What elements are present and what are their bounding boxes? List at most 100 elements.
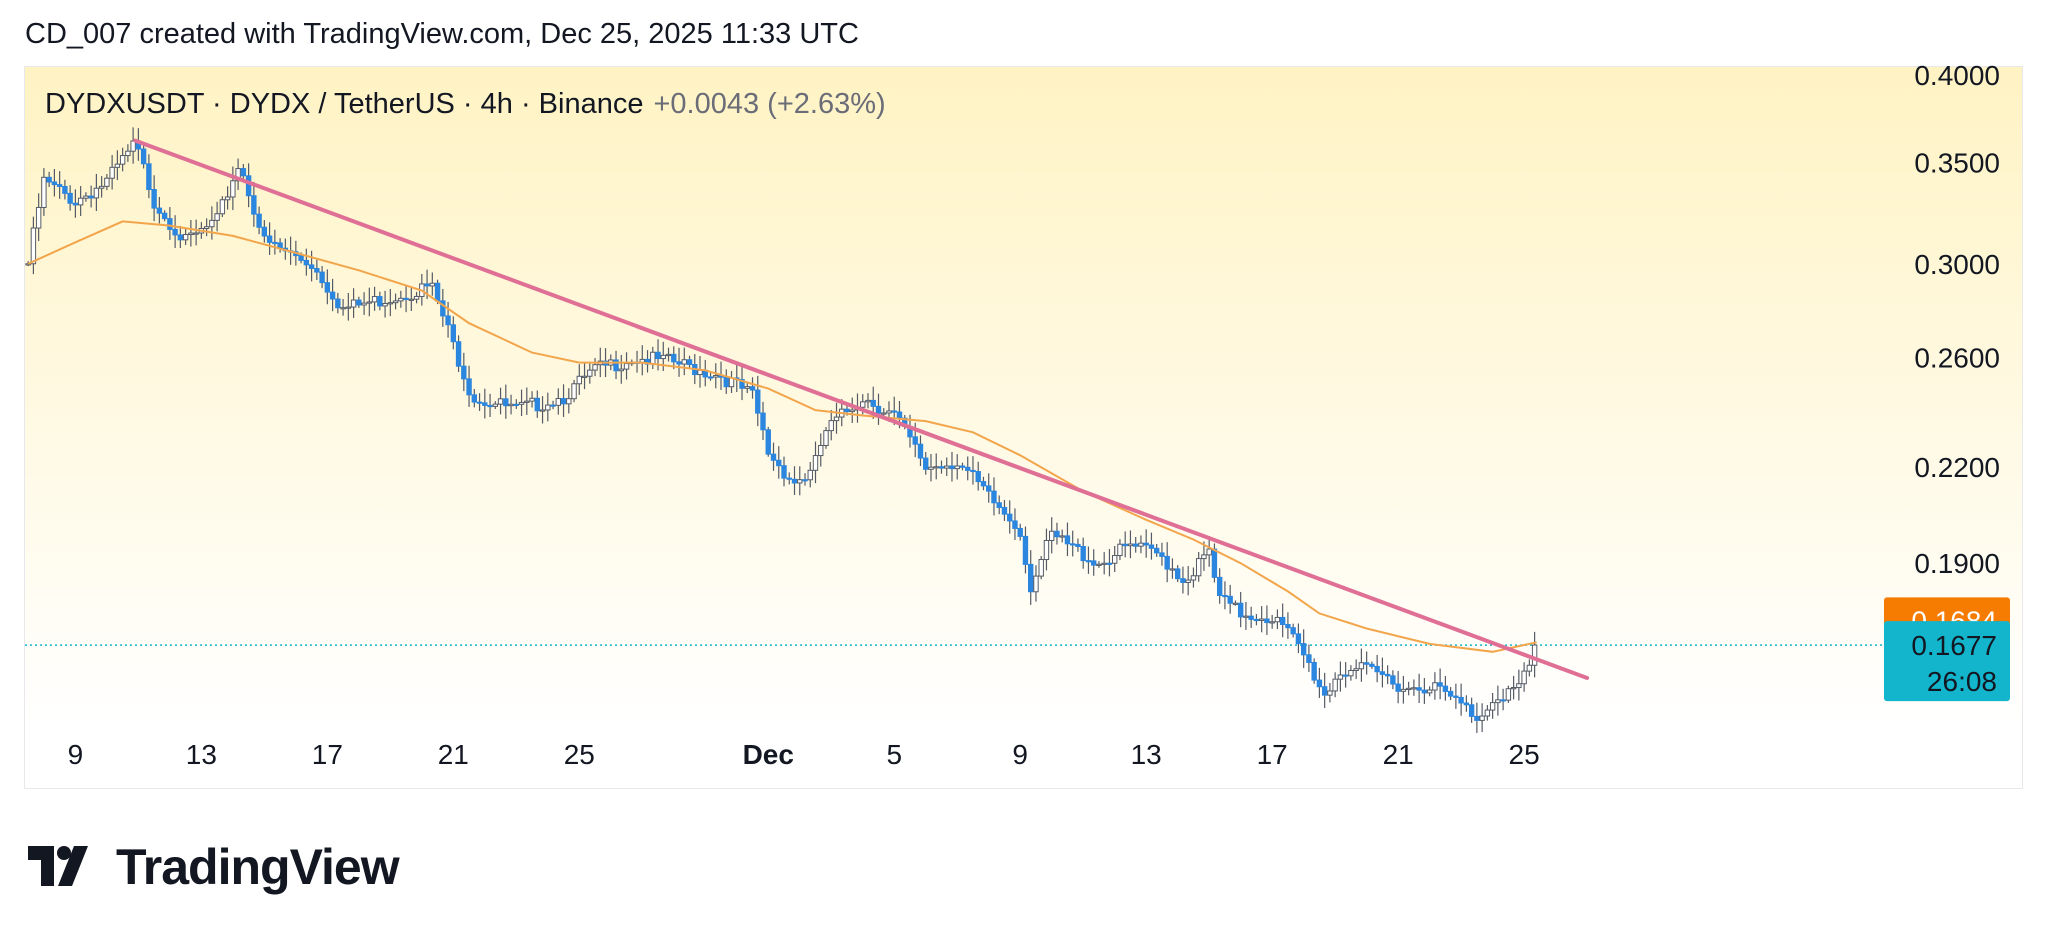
candle-body (461, 365, 467, 380)
candle-body (996, 502, 1002, 508)
time-tick-label: Dec (743, 739, 794, 770)
candle-body (35, 206, 42, 229)
price-tick-label: 0.2200 (1914, 452, 2000, 483)
candle-body (245, 175, 252, 197)
candle-body (1049, 530, 1055, 541)
candle-body (1484, 709, 1491, 717)
candle-body (938, 466, 945, 469)
candle-body (1253, 618, 1260, 622)
time-tick-label: 13 (1131, 739, 1162, 770)
candle-body (1306, 654, 1312, 663)
last-price-badge (1884, 621, 2010, 702)
price-tick-label: 0.3500 (1914, 148, 2000, 179)
candle-body (923, 457, 929, 470)
candle-body (1164, 555, 1170, 570)
time-tick-label: 21 (438, 739, 469, 770)
time-tick-label: 9 (68, 739, 84, 770)
candle-body (671, 353, 677, 363)
candle-body (1106, 562, 1113, 565)
candle-body (1395, 683, 1401, 692)
candle-body (1337, 674, 1344, 680)
candle-body (949, 465, 955, 470)
candle-body (1474, 715, 1480, 721)
candle-body (1059, 535, 1065, 538)
candle-body (471, 394, 478, 403)
candle-body (303, 259, 310, 266)
candle-body (891, 410, 897, 413)
candle-body (676, 361, 682, 365)
candle-body (1169, 568, 1176, 571)
symbol-label: DYDXUSDT · DYDX / TetherUS · 4h · Binanc… (45, 88, 644, 120)
candle-body (1453, 695, 1459, 698)
candle-body (587, 369, 593, 377)
candle-body (1426, 689, 1433, 694)
candle-body (109, 166, 115, 179)
candle-body (272, 241, 278, 245)
candle-body (959, 465, 966, 468)
candle-body (1316, 679, 1323, 688)
candle-body (440, 300, 446, 317)
candle-body (613, 359, 619, 372)
candle-body (781, 465, 787, 479)
candle-body (1132, 543, 1139, 547)
candle-body (550, 404, 556, 407)
chart-caption: CD_007 created with TradingView.com, Dec… (25, 18, 859, 50)
candle-body (1390, 675, 1396, 685)
candle-body (1458, 696, 1464, 704)
candle-body (1269, 621, 1275, 624)
candle-body (492, 403, 499, 407)
candle-body (1043, 539, 1050, 561)
candle-body (240, 168, 247, 177)
candle-body (944, 465, 950, 469)
candle-body (1195, 558, 1202, 577)
price-axis[interactable]: 0.4000 0.3500 0.3000 0.2600 0.2200 0.1900 (1914, 60, 2000, 579)
candle-body (1007, 513, 1013, 522)
candle-body (770, 453, 777, 461)
candle-body (776, 459, 782, 467)
candle-body (681, 359, 687, 365)
symbol-legend[interactable]: DYDXUSDT · DYDX / TetherUS · 4h · Binanc… (45, 88, 886, 121)
candle-body (912, 436, 918, 445)
candle-body (1405, 687, 1412, 691)
candle-body (986, 485, 992, 492)
candle-body (707, 376, 714, 379)
time-tick-label: 25 (564, 739, 595, 770)
candle-body (151, 189, 157, 209)
candle-body (1117, 543, 1123, 557)
candle-body (413, 295, 420, 300)
candle-body (975, 471, 981, 483)
candle-body (1038, 559, 1044, 577)
time-tick-label: 21 (1383, 739, 1414, 770)
candle-body (114, 163, 121, 168)
candle-body (1348, 669, 1354, 677)
candle-body (896, 411, 903, 419)
candle-body (1321, 686, 1328, 696)
candle-body (518, 401, 525, 405)
candle-body (933, 466, 939, 469)
candle-body (209, 219, 215, 228)
candle-body (1421, 689, 1428, 694)
candle-body (1495, 699, 1501, 704)
candle-body (203, 226, 210, 229)
candle-body (1432, 682, 1438, 691)
time-axis[interactable]: 9 13 17 21 25 Dec 5 9 13 17 21 25 (68, 739, 1540, 770)
candle-body (434, 282, 441, 302)
candle-body (1526, 664, 1533, 672)
candle-body (807, 469, 813, 481)
candle-body (1510, 687, 1517, 690)
candle-body (524, 400, 530, 403)
candle-body (723, 376, 729, 388)
candle-body (30, 227, 37, 265)
trendline[interactable] (133, 138, 1590, 680)
candle-body (371, 296, 378, 303)
price-tick-label: 0.4000 (1914, 60, 2000, 91)
candle-body (387, 302, 394, 305)
candle-body (1222, 594, 1228, 598)
candle-body (482, 402, 488, 406)
candle-body (697, 369, 703, 376)
price-tick-label: 0.3000 (1914, 249, 2000, 280)
candle-body (1437, 682, 1443, 687)
candle-body (655, 351, 661, 360)
candle-body (1190, 575, 1197, 581)
